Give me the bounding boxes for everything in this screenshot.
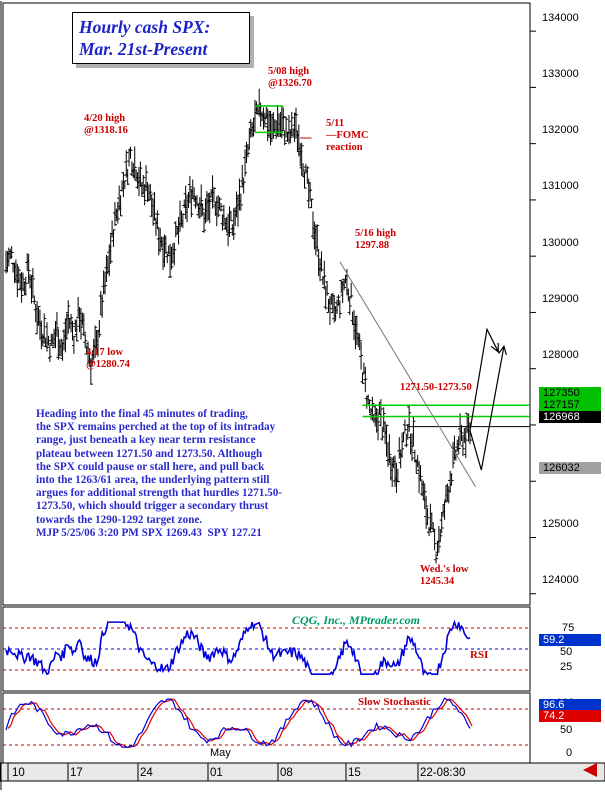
price-axis-label: 131000 [542, 180, 579, 192]
price-tag-current: 126968 [539, 411, 601, 423]
x-tick-label: 17 [70, 767, 83, 779]
x-tick-label: 22-08:30 [420, 767, 466, 779]
annotation-apr20: 4/20 high @1318.16 [84, 113, 128, 136]
x-tick-label: 10 [12, 767, 25, 779]
rsi-line [5, 619, 471, 677]
x-tick-label: 15 [348, 767, 361, 779]
price-axis-label: 133000 [542, 68, 579, 80]
downtrend-line [339, 261, 477, 488]
month-label: May [210, 747, 231, 759]
stochastic-level-label: 50 [560, 724, 573, 736]
stochastic-d-tag: 74.2 [539, 710, 601, 722]
price-axis-label: 130000 [542, 237, 579, 249]
rsi-label: RSI [470, 649, 489, 661]
x-tick-label: 08 [280, 767, 293, 779]
stochastic-k-line [5, 697, 471, 748]
stochastic-panel-frame [2, 692, 531, 764]
annotation-may11: 5/11 —FOMC reaction [326, 118, 369, 153]
credit-label: CQG, Inc., MPtrader.com [292, 613, 421, 627]
price-tag: 126032 [539, 462, 601, 474]
projection-arrow-lower-head [498, 344, 507, 356]
chart-title: Hourly cash SPX: [79, 17, 211, 37]
rsi-level-label: 25 [560, 661, 573, 673]
annotation-may08: 5/08 high @1326.70 [268, 66, 312, 89]
price-tag: 127157 [539, 399, 601, 411]
price-axis-label: 134000 [542, 12, 579, 24]
price-tag: 127350 [539, 387, 601, 399]
annotation-may16: 5/16 high 1297.88 [355, 228, 397, 251]
projection-arrow-lower [469, 346, 505, 471]
stochastic-level-label: 0 [566, 747, 573, 759]
rsi-level-label: 75 [562, 622, 575, 634]
price-axis-label: 124000 [542, 574, 579, 586]
stochastic-k-tag: 96.6 [539, 699, 601, 711]
price-panel-frame [2, 2, 531, 606]
scroll-back-arrow-icon[interactable] [583, 763, 597, 777]
commentary-text: Heading into the final 45 minutes of tra… [36, 408, 283, 539]
price-axis-label: 125000 [542, 518, 579, 530]
x-axis-bar [0, 762, 605, 782]
x-tick-label: 01 [210, 767, 223, 779]
price-axis-label: 132000 [542, 124, 579, 136]
annotation-resistance-zone: 1271.50-1273.50 [400, 382, 472, 393]
stochastic-label: Slow Stochastic [358, 696, 432, 708]
chart-title-box: Hourly cash SPX: Mar. 21st-Present [72, 12, 250, 64]
rsi-level-label: 50 [560, 646, 573, 658]
annotation-apr17: 4/17 low @1280.74 [86, 347, 130, 370]
x-tick-label: 24 [140, 767, 153, 779]
chart-subtitle: Mar. 21st-Present [79, 39, 208, 59]
price-axis-label: 128000 [542, 349, 579, 361]
projection-arrow-upper [469, 327, 499, 431]
rsi-value-tag: 59.2 [539, 634, 601, 646]
annotation-wed-low: Wed.'s low 1245.34 [420, 564, 469, 587]
projection-arrow-upper-head [490, 342, 499, 354]
price-axis-label: 129000 [542, 293, 579, 305]
